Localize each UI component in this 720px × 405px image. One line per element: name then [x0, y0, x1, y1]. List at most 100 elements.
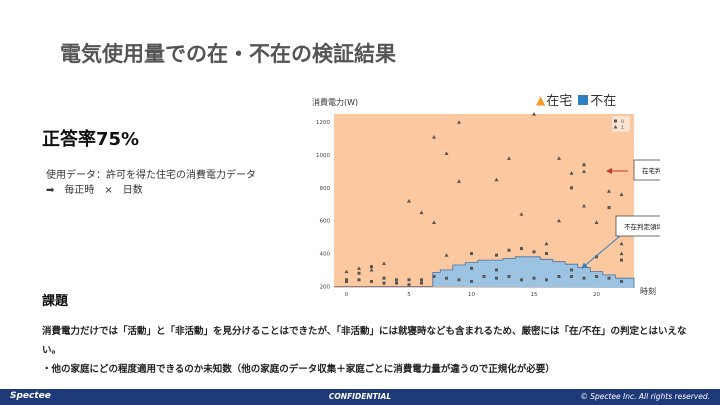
data-point-absent	[357, 271, 361, 275]
data-point-present	[582, 169, 586, 174]
present-annotation: 在宅判定領域	[606, 159, 660, 181]
data-granularity-line: ➡ 毎正時 × 日数	[46, 183, 256, 198]
data-point-absent	[357, 278, 361, 282]
data-point-absent	[570, 268, 573, 272]
data-point-absent	[620, 279, 623, 283]
legend-present: ▲ 在宅	[536, 90, 573, 110]
data-point-absent	[607, 276, 611, 280]
data-point-present	[557, 156, 561, 160]
present-region	[334, 114, 634, 288]
data-point-present	[507, 156, 511, 160]
data-point-absent	[520, 247, 523, 251]
x-tick-label: 5	[407, 292, 411, 298]
data-point-absent	[407, 278, 411, 282]
data-point-present	[444, 253, 449, 257]
legend-absent: 不在	[578, 90, 616, 109]
x-tick-label: 0	[345, 292, 349, 298]
data-point-absent	[370, 265, 373, 269]
data-point-absent	[595, 255, 598, 259]
inner-legend-label: 0	[621, 119, 624, 125]
data-point-absent	[557, 275, 561, 279]
data-point-present	[457, 120, 461, 124]
data-point-absent	[445, 276, 448, 280]
data-point-absent	[620, 258, 623, 262]
data-point-present	[369, 267, 374, 272]
absent-region	[334, 256, 634, 288]
data-point-present	[569, 171, 574, 175]
data-point-absent	[595, 275, 598, 279]
data-point-present	[619, 192, 624, 197]
absent-annotation-box	[615, 215, 660, 237]
x-tick-label: 10	[468, 292, 475, 298]
data-point-present	[519, 212, 524, 216]
x-tick-label: 20	[593, 292, 600, 298]
data-point-present	[382, 261, 386, 265]
data-point-absent	[432, 275, 436, 279]
chart-legend: ▲ 在宅 不在	[536, 90, 616, 110]
data-point-present	[407, 199, 411, 203]
absent-annotation-arrow	[581, 235, 621, 269]
present-annotation-text: 在宅判定領域	[642, 166, 660, 175]
square-icon	[578, 94, 589, 105]
inner-legend-triangle	[613, 125, 618, 129]
data-description: 使用データ：許可を得た住宅の消費電力データ ➡ 毎正時 × 日数	[46, 168, 256, 198]
data-point-absent	[457, 278, 461, 282]
data-point-absent	[607, 206, 611, 210]
data-point-absent	[507, 248, 511, 252]
inner-legend: 01	[611, 115, 631, 133]
data-point-present	[419, 210, 424, 215]
confidential-label: CONFIDENTIAL	[328, 392, 392, 401]
data-point-present	[432, 134, 436, 139]
data-point-present	[344, 269, 349, 274]
data-points	[344, 112, 624, 287]
y-tick-label: 800	[320, 186, 331, 192]
present-annotation-arrow	[606, 168, 612, 174]
data-point-present	[457, 179, 461, 183]
absent-region-boundary	[334, 256, 635, 288]
data-point-absent	[395, 278, 398, 282]
data-point-present	[557, 218, 561, 223]
data-point-present	[594, 220, 599, 224]
data-point-absent	[482, 275, 486, 279]
present-annotation-box	[633, 159, 660, 181]
y-tick-label: 1000	[316, 153, 330, 159]
data-point-present	[619, 241, 624, 246]
data-point-absent	[545, 252, 548, 256]
footer-bar: Spectee CONFIDENTIAL © Spectee Inc. All …	[0, 389, 720, 405]
data-point-absent	[507, 275, 511, 279]
data-source-line: 使用データ：許可を得た住宅の消費電力データ	[46, 170, 256, 181]
copyright-text: © Spectee Inc. All rights reserved.	[580, 392, 710, 401]
data-point-absent	[582, 163, 586, 167]
absent-annotation: 不在判定領域	[581, 215, 660, 269]
data-point-absent	[420, 281, 423, 285]
data-point-absent	[382, 276, 386, 280]
data-point-absent	[495, 268, 498, 272]
data-point-present	[444, 151, 449, 155]
data-point-absent	[520, 278, 523, 282]
legend-absent-label: 不在	[590, 94, 617, 109]
data-point-present	[582, 203, 586, 208]
data-point-present	[357, 266, 361, 270]
data-point-absent	[420, 278, 423, 282]
legend-present-label: 在宅	[546, 94, 573, 109]
triangle-icon: ▲	[536, 92, 546, 107]
y-tick-label: 400	[320, 252, 331, 258]
data-point-present	[619, 251, 624, 256]
data-point-absent	[495, 253, 498, 257]
data-point-present	[494, 177, 499, 182]
y-tick-label: 200	[320, 284, 331, 290]
data-granularity-text: 毎正時 × 日数	[64, 185, 143, 196]
data-point-absent	[407, 283, 411, 287]
y-tick-label: 600	[320, 219, 331, 225]
x-tick-label: 15	[531, 292, 538, 298]
inner-legend-label: 1	[621, 125, 624, 131]
accuracy-value: 正答率75%	[42, 129, 140, 150]
slide-title: 電気使用量での在・不在の検証結果	[60, 42, 396, 66]
issue-note: ・他の家庭にどの程度適用できるのか未知数（他の家庭のデータ収集＋家庭ごとに消費電…	[42, 364, 555, 375]
data-point-absent	[395, 281, 398, 285]
issue-text: 消費電力だけでは「活動」と「非活動」を見分けることはできたが、「非活動」には就寝…	[42, 326, 687, 356]
x-axis-label: 時刻	[640, 286, 656, 296]
data-point-absent	[470, 279, 473, 283]
x-ticks: 0 5 10 15 20	[345, 292, 601, 298]
